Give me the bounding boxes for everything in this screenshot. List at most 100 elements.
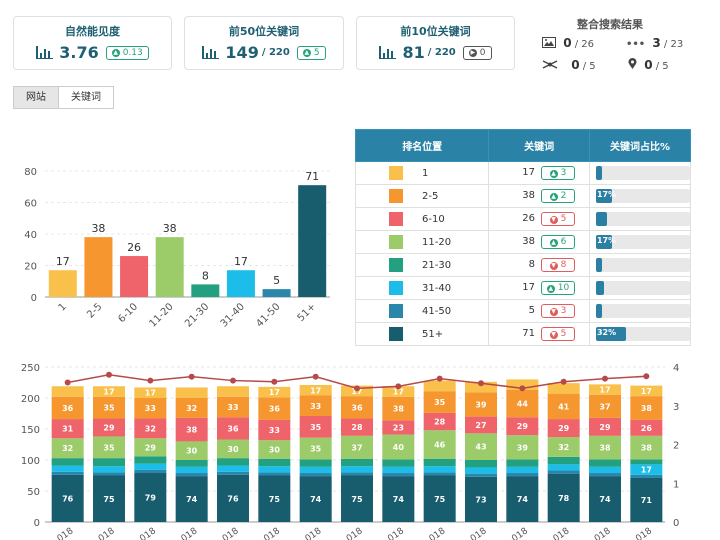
stack-segment [589, 466, 621, 474]
stack-segment [506, 466, 539, 474]
visibility-point [354, 385, 360, 392]
segment-value-label: 40 [393, 443, 405, 452]
share-bar: 32% [595, 327, 690, 341]
column-header[interactable]: 关键词 [488, 129, 590, 162]
segment-value-label: 75 [434, 495, 446, 504]
integrated-local: 0 / 5 [628, 58, 669, 72]
y-tick-label: 50 [27, 487, 40, 498]
bar-value-label: 5 [273, 274, 280, 287]
segment-value-label: 33 [269, 426, 280, 435]
segment-value-label: 29 [103, 423, 115, 432]
metric-card-top10: 前10位关键词 81 / 220 ▶ 0 [356, 16, 515, 70]
keyword-change: 5 [560, 329, 567, 339]
bar [298, 185, 327, 297]
share-cell [588, 276, 692, 300]
visibility-point [519, 385, 526, 392]
segment-value-label: 32 [145, 424, 156, 433]
keyword-change: 8 [560, 260, 567, 270]
tab-website[interactable]: 网站 [13, 86, 58, 109]
share-bar: 17% [595, 235, 690, 249]
keyword-change-badge: ▼ 8 [540, 258, 575, 272]
stack-segment [217, 396, 249, 418]
bar [84, 237, 113, 297]
share-bar [595, 304, 690, 318]
table-row[interactable]: 6-10 26 ▼ 5 [354, 207, 692, 231]
x-tick-label: 21-30 [183, 301, 211, 329]
metric-change: 0.13 [122, 47, 143, 58]
x-tick-label: 018 [428, 526, 448, 540]
segment-value-label: 30 [227, 445, 239, 454]
share-bar [595, 212, 690, 226]
rank-label: 2-5 [422, 190, 439, 202]
rank-label: 1 [422, 167, 429, 179]
stack-segment [506, 476, 539, 522]
stack-segment [175, 441, 208, 460]
metric-change: 0 [479, 47, 486, 58]
table-row[interactable]: 2-5 38 ▲ 2 17% [354, 184, 692, 208]
share-bar: 17% [595, 189, 690, 203]
metric-change-badge: ▶ 0 [462, 45, 492, 60]
stack-segment [134, 473, 167, 522]
rank-label: 51+ [422, 328, 444, 340]
table-row[interactable]: 1 17 ▲ 3 [354, 161, 692, 185]
stack-segment [506, 473, 539, 477]
column-header[interactable]: 关键词占比% [588, 129, 692, 162]
column-header[interactable]: 排名位置 [354, 129, 490, 162]
stack-segment [217, 471, 249, 475]
stack-segment [134, 387, 167, 398]
segment-value-label: 33 [227, 403, 238, 412]
table-row[interactable]: 31-40 17 ▲ 10 [354, 276, 692, 300]
stack-segment [382, 459, 415, 467]
stack-segment [51, 396, 84, 420]
keyword-count: 8 [528, 259, 535, 270]
stack-segment [382, 466, 415, 474]
stack-segment [423, 466, 456, 473]
share-cell [588, 253, 692, 277]
stack-segment [423, 472, 456, 476]
stack-segment [382, 473, 415, 477]
table-row[interactable]: 41-50 5 ▼ 3 [354, 299, 692, 323]
stack-segment [217, 474, 249, 522]
rank-color-swatch [389, 166, 403, 180]
x-tick-label: 018 [345, 526, 365, 540]
stack-segment [175, 387, 208, 398]
stack-segment [423, 475, 456, 522]
arrow-down-icon: ▼ [549, 216, 558, 224]
tab-keywords[interactable]: 关键词 [58, 86, 114, 109]
stack-segment [175, 476, 208, 522]
segment-value-label: 17 [641, 387, 652, 396]
segment-value-label: 73 [475, 495, 486, 504]
stack-segment [341, 396, 373, 419]
stack-segment [630, 459, 663, 465]
table-row[interactable]: 21-30 8 ▼ 8 [354, 253, 692, 277]
segment-value-label: 32 [558, 443, 569, 452]
stack-segment [589, 435, 621, 460]
segment-value-label: 35 [310, 445, 322, 454]
stack-segment [423, 430, 456, 459]
visibility-point [643, 373, 650, 380]
segment-value-label: 28 [351, 423, 363, 432]
keyword-change-badge: ▼ 5 [540, 212, 575, 226]
keyword-change-badge: ▼ 3 [540, 304, 575, 318]
segment-value-label: 43 [475, 443, 486, 452]
segment-value-label: 31 [62, 425, 74, 434]
segment-value-label: 36 [62, 404, 74, 413]
integrated-images: 0 / 26 [542, 36, 594, 50]
image-icon [542, 37, 556, 48]
keyword-count: 71 [522, 328, 535, 339]
segment-value-label: 46 [434, 441, 446, 450]
bar [262, 289, 291, 297]
x-tick-label: 1 [57, 301, 69, 313]
segment-value-label: 74 [186, 495, 198, 504]
x-tick-label: 6-10 [116, 301, 140, 325]
y-tick-label: 20 [24, 262, 37, 273]
segment-value-label: 74 [393, 495, 405, 504]
x-tick-label: 018 [180, 526, 200, 540]
table-row[interactable]: 11-20 38 ▲ 6 17% [354, 230, 692, 254]
table-row[interactable]: 51+ 71 ▼ 5 32% [354, 322, 692, 346]
stack-segment [217, 465, 249, 472]
stack-segment [423, 391, 456, 413]
keyword-count: 26 [522, 213, 535, 224]
stack-segment [630, 396, 663, 420]
x-tick-label: 018 [304, 526, 324, 540]
